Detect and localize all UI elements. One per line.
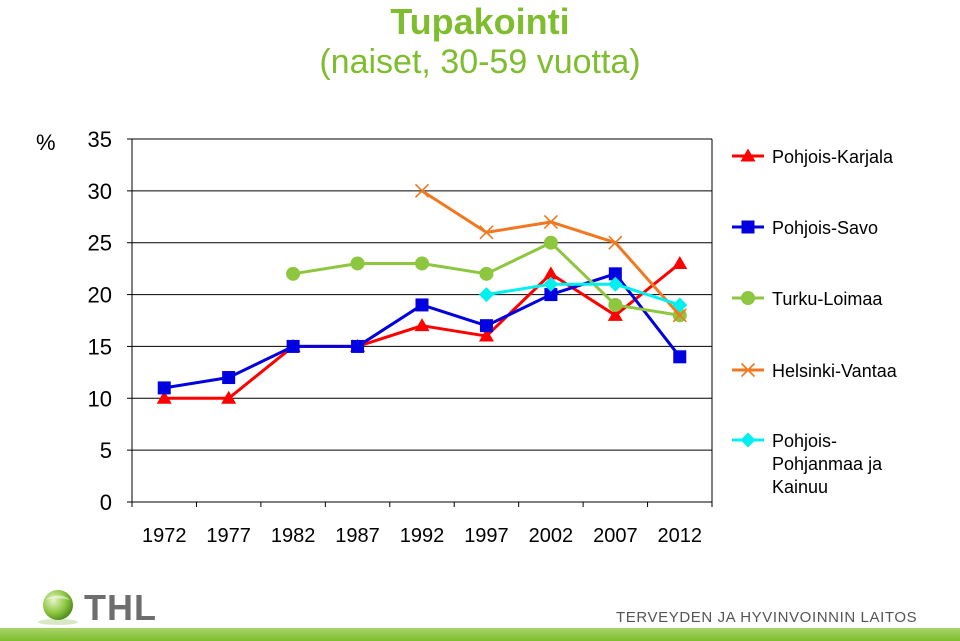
thl-globe-icon [38, 590, 78, 625]
legend-item: Turku-Loimaa [732, 289, 883, 309]
series-pohjois-savo [157, 267, 687, 395]
y-tick-label: 25 [88, 231, 112, 256]
data-point [478, 287, 494, 303]
data-point [157, 381, 171, 395]
data-point [415, 256, 429, 271]
data-point [543, 276, 559, 292]
x-tick-label: 2007 [593, 525, 638, 547]
data-point [673, 350, 687, 364]
data-point [222, 371, 236, 385]
data-point [286, 266, 301, 281]
data-point [351, 339, 365, 353]
series-line [486, 282, 681, 307]
legend-label: Pohjanmaa ja [772, 454, 883, 474]
data-point [672, 308, 687, 323]
x-tick-label: 1997 [464, 525, 509, 547]
y-tick-label: 5 [100, 438, 112, 463]
legend-label: Pohjois-Savo [772, 218, 878, 238]
legend-label: Helsinki-Vantaa [772, 361, 898, 381]
x-tick-label: 1977 [206, 525, 251, 547]
chart-title: Tupakointi [390, 1, 570, 42]
data-point [544, 288, 558, 302]
legend-label: Kainuu [772, 477, 828, 497]
legend-marker [741, 220, 755, 234]
chart-title-block: Tupakointi (naiset, 30-59 vuotta) [0, 0, 960, 81]
x-tick-label: 1982 [271, 525, 316, 547]
x-tick-label: 1972 [142, 525, 187, 547]
legend-label: Pohjois-Karjala [772, 147, 894, 167]
data-point [607, 307, 623, 321]
legend-marker [740, 362, 756, 378]
data-point [608, 297, 623, 312]
thl-logo-text: THL [84, 587, 157, 628]
data-point [543, 214, 558, 230]
x-tick-label: 1992 [400, 525, 445, 547]
legend-item: Pohjois-Savo [732, 218, 878, 238]
data-point [479, 225, 494, 240]
chart-subtitle: (naiset, 30-59 vuotta) [319, 42, 641, 81]
x-tick-label: 1987 [335, 525, 380, 547]
y-tick-label: 15 [88, 334, 112, 359]
data-point [479, 266, 494, 281]
legend-item: Pohjois- Pohjanmaa ja Kainuu [732, 431, 883, 497]
data-point [672, 297, 688, 313]
x-tick-label: 2012 [658, 525, 703, 547]
data-point [479, 319, 493, 333]
series-turku-loimaa [286, 235, 687, 323]
legend-marker [740, 148, 756, 162]
series-pohjois-karjala [156, 255, 688, 404]
series-helsinki-vantaa [414, 183, 687, 323]
data-point [350, 256, 365, 271]
y-tick-label: 35 [88, 127, 112, 152]
institute-name: TERVEYDEN JA HYVINVOINNIN LAITOS [616, 609, 918, 626]
data-point [221, 390, 237, 404]
footer-bar [0, 628, 960, 641]
data-point [543, 235, 558, 250]
y-tick-label: 10 [88, 386, 112, 411]
legend-item: Pohjois-Karjala [732, 147, 894, 167]
legend-marker [740, 432, 756, 448]
data-point [543, 266, 559, 280]
legend-label: Pohjois- [772, 431, 837, 451]
data-point [608, 235, 623, 250]
data-point [478, 328, 494, 342]
y-tick-label: 30 [88, 179, 112, 204]
x-tick-label: 2002 [529, 525, 574, 547]
series-pohjois-pohjanmaa-ja-kainuu [478, 276, 688, 313]
data-point [415, 298, 429, 312]
y-axis-label: % [36, 130, 56, 155]
legend-item: Helsinki-Vantaa [732, 361, 898, 381]
data-point [286, 339, 300, 353]
data-point [607, 276, 623, 292]
y-tick-label: 0 [100, 490, 112, 515]
data-point [414, 318, 430, 332]
legend-marker [741, 291, 755, 305]
legend-label: Turku-Loimaa [772, 289, 883, 309]
data-point [608, 267, 622, 281]
data-point [672, 255, 688, 269]
y-tick-label: 20 [88, 283, 112, 308]
data-point [156, 390, 172, 404]
data-point [414, 183, 430, 198]
